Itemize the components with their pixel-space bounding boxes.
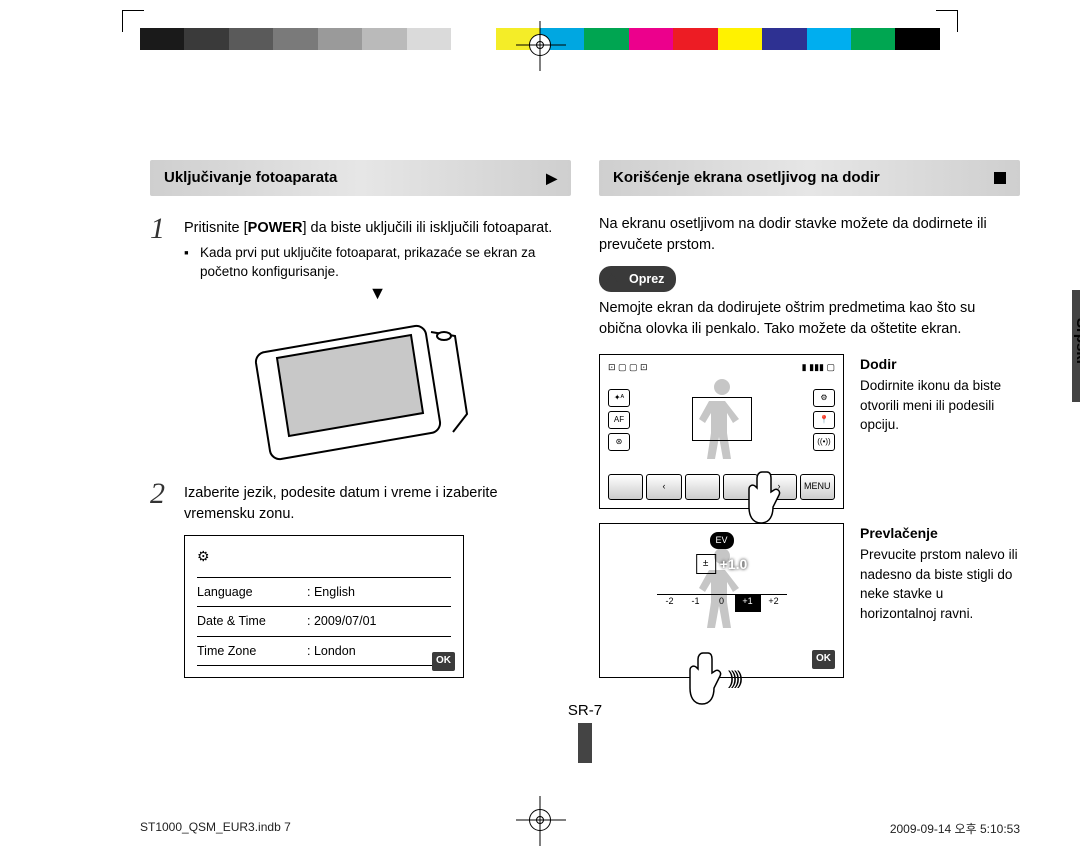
settings-row: LanguageEnglish	[197, 583, 451, 601]
drag-description: Prevlačenje Prevucite prstom nalevo ili …	[860, 523, 1020, 624]
registration-mark-top	[529, 34, 551, 56]
print-footer: ST1000_QSM_EUR3.indb 7 2009-09-14 오후 5:1…	[140, 820, 1020, 837]
ev-value: +1.0	[720, 554, 748, 574]
stop-icon	[994, 172, 1006, 184]
caution-label: Oprez	[629, 270, 664, 288]
step-2-text: Izaberite jezik, podesite datum i vreme …	[184, 483, 571, 525]
ev-badge: EV	[709, 532, 733, 549]
step-number: 2	[150, 479, 176, 525]
footer-timestamp: 2009-09-14 오후 5:10:53	[890, 820, 1020, 837]
warning-icon: ⚠	[601, 268, 623, 290]
settings-row: Time ZoneLondon	[197, 642, 451, 660]
page-number: SR-7	[150, 702, 1020, 763]
right-column: Korišćenje ekrana osetljivog na dodir Na…	[599, 160, 1020, 692]
settings-preview: ⚙ LanguageEnglish Date & Time2009/07/01 Ti…	[184, 535, 464, 678]
step-1: 1 Pritisnite [POWER] da biste uključili …	[150, 214, 571, 306]
crop-mark	[122, 10, 144, 32]
crop-mark	[936, 10, 958, 32]
play-icon: ▶	[546, 168, 557, 188]
touch-figure: ⊡ ▢ ▢ ⊡▮ ▮▮▮ ▢ ✦ᴬAF⊛ ⚙📍((•)) ‹›MENU	[599, 354, 844, 509]
caution-badge: ⚠ Oprez	[599, 266, 676, 292]
camera-illustration	[251, 316, 471, 461]
settings-row: Date & Time2009/07/01	[197, 612, 451, 630]
drag-figure: EV ± +1.0 -2-10+1+2 OK ))))	[599, 523, 844, 678]
gear-icon: ⚙	[197, 546, 210, 566]
banner-title: Uključivanje fotoaparata	[164, 167, 337, 189]
hand-icon	[747, 468, 793, 528]
manual-page: Srpski Uključivanje fotoaparata ▶ 1 Prit…	[150, 160, 1020, 791]
arrow-down-icon: ▼	[184, 280, 571, 306]
step-1-text: Pritisnite [POWER] da biste uključili il…	[184, 218, 571, 239]
footer-filename: ST1000_QSM_EUR3.indb 7	[140, 820, 291, 837]
section-banner-touch: Korišćenje ekrana osetljivog na dodir	[599, 160, 1020, 196]
touch-intro: Na ekranu osetljivom na dodir stavke mož…	[599, 214, 1020, 256]
ok-badge: OK	[432, 652, 455, 671]
drag-motion-icon: ))))	[728, 665, 740, 691]
ev-icon: ±	[696, 554, 716, 574]
caution-text: Nemojte ekran da dodirujete oštrim predm…	[599, 298, 1020, 340]
left-column: Uključivanje fotoaparata ▶ 1 Pritisnite …	[150, 160, 571, 692]
step-number: 1	[150, 214, 176, 306]
touch-description: Dodir Dodirnite ikonu da biste otvorili …	[860, 354, 1020, 435]
ok-badge: OK	[812, 650, 835, 669]
language-tab: Srpski	[1069, 310, 1080, 372]
step-1-subtext: ▪Kada prvi put uključite fotoaparat, pri…	[184, 243, 571, 282]
section-banner-power: Uključivanje fotoaparata ▶	[150, 160, 571, 196]
step-2: 2 Izaberite jezik, podesite datum i vrem…	[150, 479, 571, 525]
banner-title: Korišćenje ekrana osetljivog na dodir	[613, 167, 880, 189]
